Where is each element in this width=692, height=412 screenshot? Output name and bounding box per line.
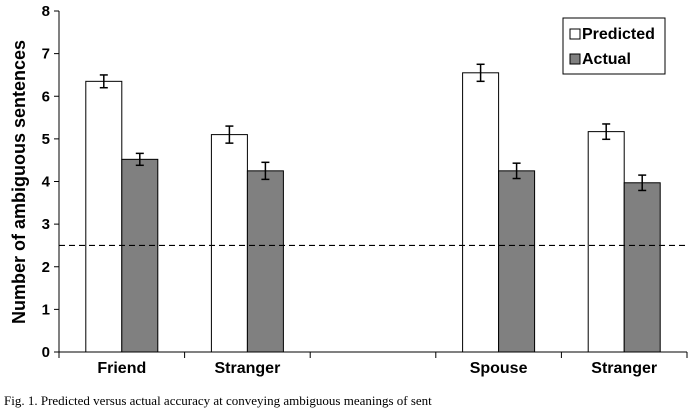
y-tick-label: 3	[42, 216, 50, 233]
legend-label-predicted: Predicted	[582, 26, 655, 43]
bar-predicted	[587, 131, 625, 353]
legend-swatch-predicted	[569, 28, 581, 40]
y-tick-label: 2	[42, 259, 50, 276]
bar-actual	[246, 170, 284, 353]
y-tick-label: 6	[42, 88, 50, 105]
bar-actual	[498, 170, 536, 353]
y-tick-label: 1	[42, 301, 50, 318]
x-category-label: Friend	[97, 360, 146, 377]
y-tick-label: 0	[42, 344, 50, 361]
bar-predicted	[85, 80, 123, 353]
bar-predicted	[462, 72, 500, 353]
x-category-label: Stranger	[591, 360, 657, 377]
bar-predicted	[210, 134, 248, 353]
bar-actual	[121, 158, 159, 353]
legend-swatch-actual	[569, 53, 581, 65]
x-category-label: Stranger	[215, 360, 281, 377]
y-tick-label: 4	[42, 174, 51, 191]
legend: Predicted Actual	[562, 17, 666, 75]
x-category-label: Spouse	[470, 360, 528, 377]
bar-actual	[623, 182, 661, 353]
y-tick-label: 8	[42, 3, 50, 20]
figure-caption: Fig. 1. Predicted versus actual accuracy…	[4, 393, 432, 408]
legend-box	[562, 17, 666, 75]
y-tick-label: 5	[42, 131, 50, 148]
legend-label-actual: Actual	[582, 51, 631, 68]
y-axis-title: Number of ambiguous sentences	[9, 40, 29, 324]
y-tick-label: 7	[42, 46, 50, 63]
